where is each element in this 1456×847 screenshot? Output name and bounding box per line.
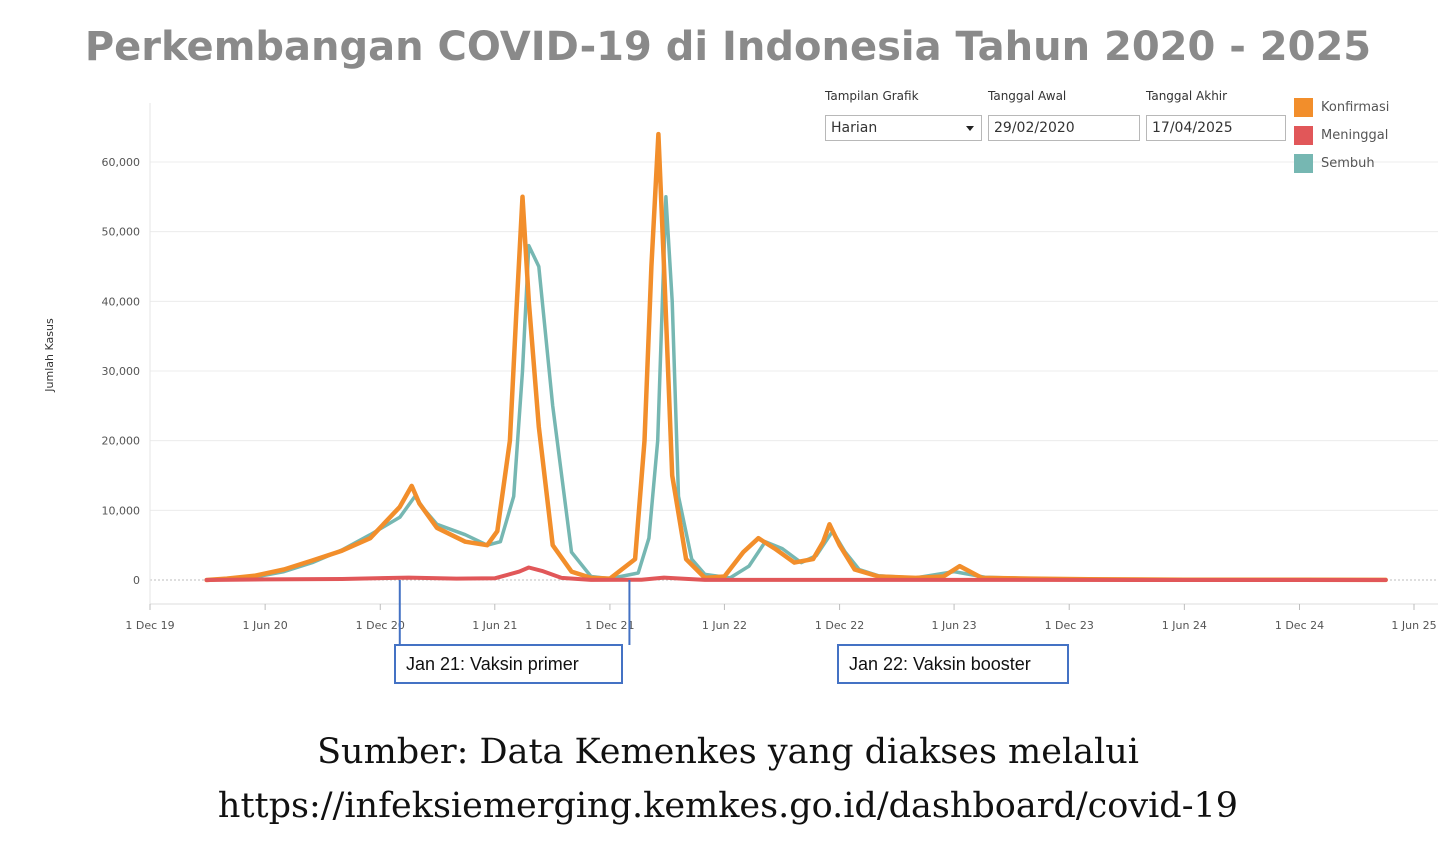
annotation-vaksin-booster: Jan 22: Vaksin booster	[837, 644, 1069, 684]
legend-label-meninggal: Meninggal	[1321, 128, 1389, 143]
x-tick-label: 1 Dec 22	[815, 619, 864, 632]
y-axis-label: Jumlah Kasus	[43, 318, 56, 393]
y-tick-label: 10,000	[102, 504, 141, 517]
view-mode-label: Tampilan Grafik	[825, 89, 919, 103]
chevron-down-icon	[966, 126, 974, 131]
y-axis-ticks: 0 10,000 20,000 30,000 40,000 50,000 60,000	[102, 156, 141, 587]
y-tick-label: 60,000	[102, 156, 141, 169]
chart-plot: Jumlah Kasus 0 10,000 20,000 30,000 40,000 50…	[43, 103, 1438, 645]
y-tick-label: 20,000	[102, 435, 141, 448]
series-lines	[204, 131, 1388, 583]
legend-label-sembuh: Sembuh	[1321, 156, 1375, 171]
start-date-label: Tanggal Awal	[988, 89, 1067, 103]
legend-swatch-sembuh	[1294, 154, 1313, 173]
x-tick-label: 1 Dec 20	[356, 619, 405, 632]
x-tick-label: 1 Jun 20	[243, 619, 288, 632]
source-line-2: https://infeksiemerging.kemkes.go.id/das…	[217, 786, 1239, 826]
gridlines	[150, 161, 1438, 581]
x-tick-label: 1 Jun 24	[1162, 619, 1207, 632]
x-tick-label: 1 Jun 21	[472, 619, 517, 632]
x-tick-label: 1 Dec 21	[585, 619, 634, 632]
annotation-vaksin-primer: Jan 21: Vaksin primer	[394, 644, 623, 684]
end-date-label: Tanggal Akhir	[1146, 89, 1228, 103]
end-date-value: 17/04/2025	[1152, 120, 1233, 136]
y-tick-label: 40,000	[102, 295, 141, 308]
start-date-value: 29/02/2020	[994, 120, 1075, 136]
end-date-input[interactable]: 17/04/2025	[1146, 115, 1286, 141]
view-mode-value: Harian	[831, 120, 878, 136]
y-tick-label: 50,000	[102, 226, 141, 239]
x-tick-label: 1 Dec 19	[125, 619, 174, 632]
y-tick-label: 0	[133, 574, 140, 587]
y-tick-label: 30,000	[102, 365, 141, 378]
x-axis-ticks: 1 Dec 19 1 Jun 20 1 Dec 20 1 Jun 21 1 Dec 21…	[125, 603, 1438, 632]
legend-label-konfirmasi: Konfirmasi	[1321, 100, 1390, 115]
annotation-lines	[398, 580, 631, 645]
x-tick-label: 1 Jun 23	[931, 619, 976, 632]
series-line-meninggal	[204, 565, 1388, 582]
legend-swatch-meninggal	[1294, 126, 1313, 145]
x-tick-label: 1 Jun 22	[702, 619, 747, 632]
view-mode-select[interactable]: Harian	[825, 115, 982, 141]
x-tick-label: 1 Dec 23	[1045, 619, 1094, 632]
source-line-1: Sumber: Data Kemenkes yang diakses melal…	[317, 732, 1139, 772]
chart-title: Perkembangan COVID-19 di Indonesia Tahun…	[84, 24, 1372, 70]
x-tick-label: 1 Dec 24	[1275, 619, 1324, 632]
legend-swatch-konfirmasi	[1294, 98, 1313, 117]
x-tick-label: 1 Jun 25	[1391, 619, 1436, 632]
start-date-input[interactable]: 29/02/2020	[988, 115, 1140, 141]
series-line-konfirmasi	[204, 131, 1388, 583]
